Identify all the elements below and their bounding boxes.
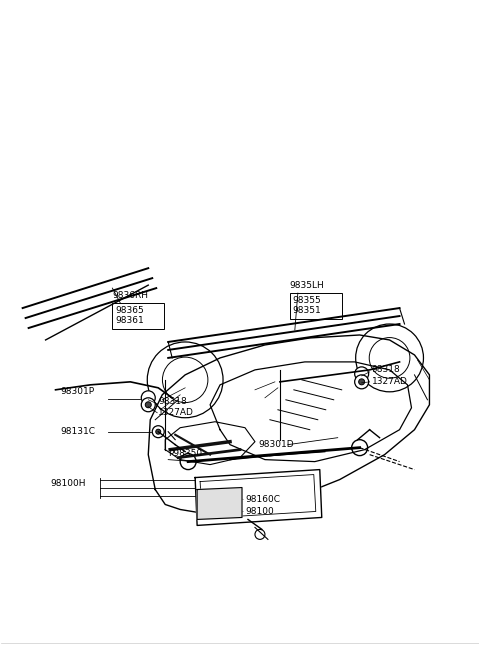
Circle shape bbox=[352, 440, 368, 456]
Text: P98350: P98350 bbox=[168, 449, 203, 458]
Circle shape bbox=[255, 529, 265, 539]
Circle shape bbox=[355, 375, 369, 389]
Circle shape bbox=[141, 398, 155, 412]
Text: 98100H: 98100H bbox=[50, 479, 86, 488]
Text: 1327AD: 1327AD bbox=[372, 377, 408, 386]
Bar bbox=[290, 293, 342, 319]
Text: 98160C: 98160C bbox=[245, 495, 280, 504]
Text: 98318: 98318 bbox=[158, 398, 187, 406]
Text: 98131C: 98131C bbox=[60, 427, 96, 436]
Text: 98100: 98100 bbox=[245, 507, 274, 516]
Polygon shape bbox=[195, 470, 322, 525]
Text: 98361: 98361 bbox=[115, 316, 144, 325]
Circle shape bbox=[180, 454, 196, 470]
Text: 98351: 98351 bbox=[293, 306, 322, 315]
Circle shape bbox=[355, 367, 369, 381]
Text: 98301D: 98301D bbox=[258, 440, 294, 449]
Text: 9836RH: 9836RH bbox=[112, 291, 148, 300]
Text: 9835LH: 9835LH bbox=[290, 281, 324, 290]
Bar bbox=[112, 303, 164, 329]
Circle shape bbox=[152, 426, 164, 438]
Text: 1327AD: 1327AD bbox=[158, 408, 194, 417]
Circle shape bbox=[156, 429, 161, 434]
Circle shape bbox=[141, 391, 155, 405]
Text: 98355: 98355 bbox=[293, 296, 322, 305]
Text: 98301P: 98301P bbox=[60, 387, 95, 396]
Polygon shape bbox=[197, 487, 242, 520]
Circle shape bbox=[359, 379, 365, 385]
Text: 98365: 98365 bbox=[115, 306, 144, 315]
Text: 98318: 98318 bbox=[372, 365, 400, 375]
Circle shape bbox=[145, 401, 151, 408]
